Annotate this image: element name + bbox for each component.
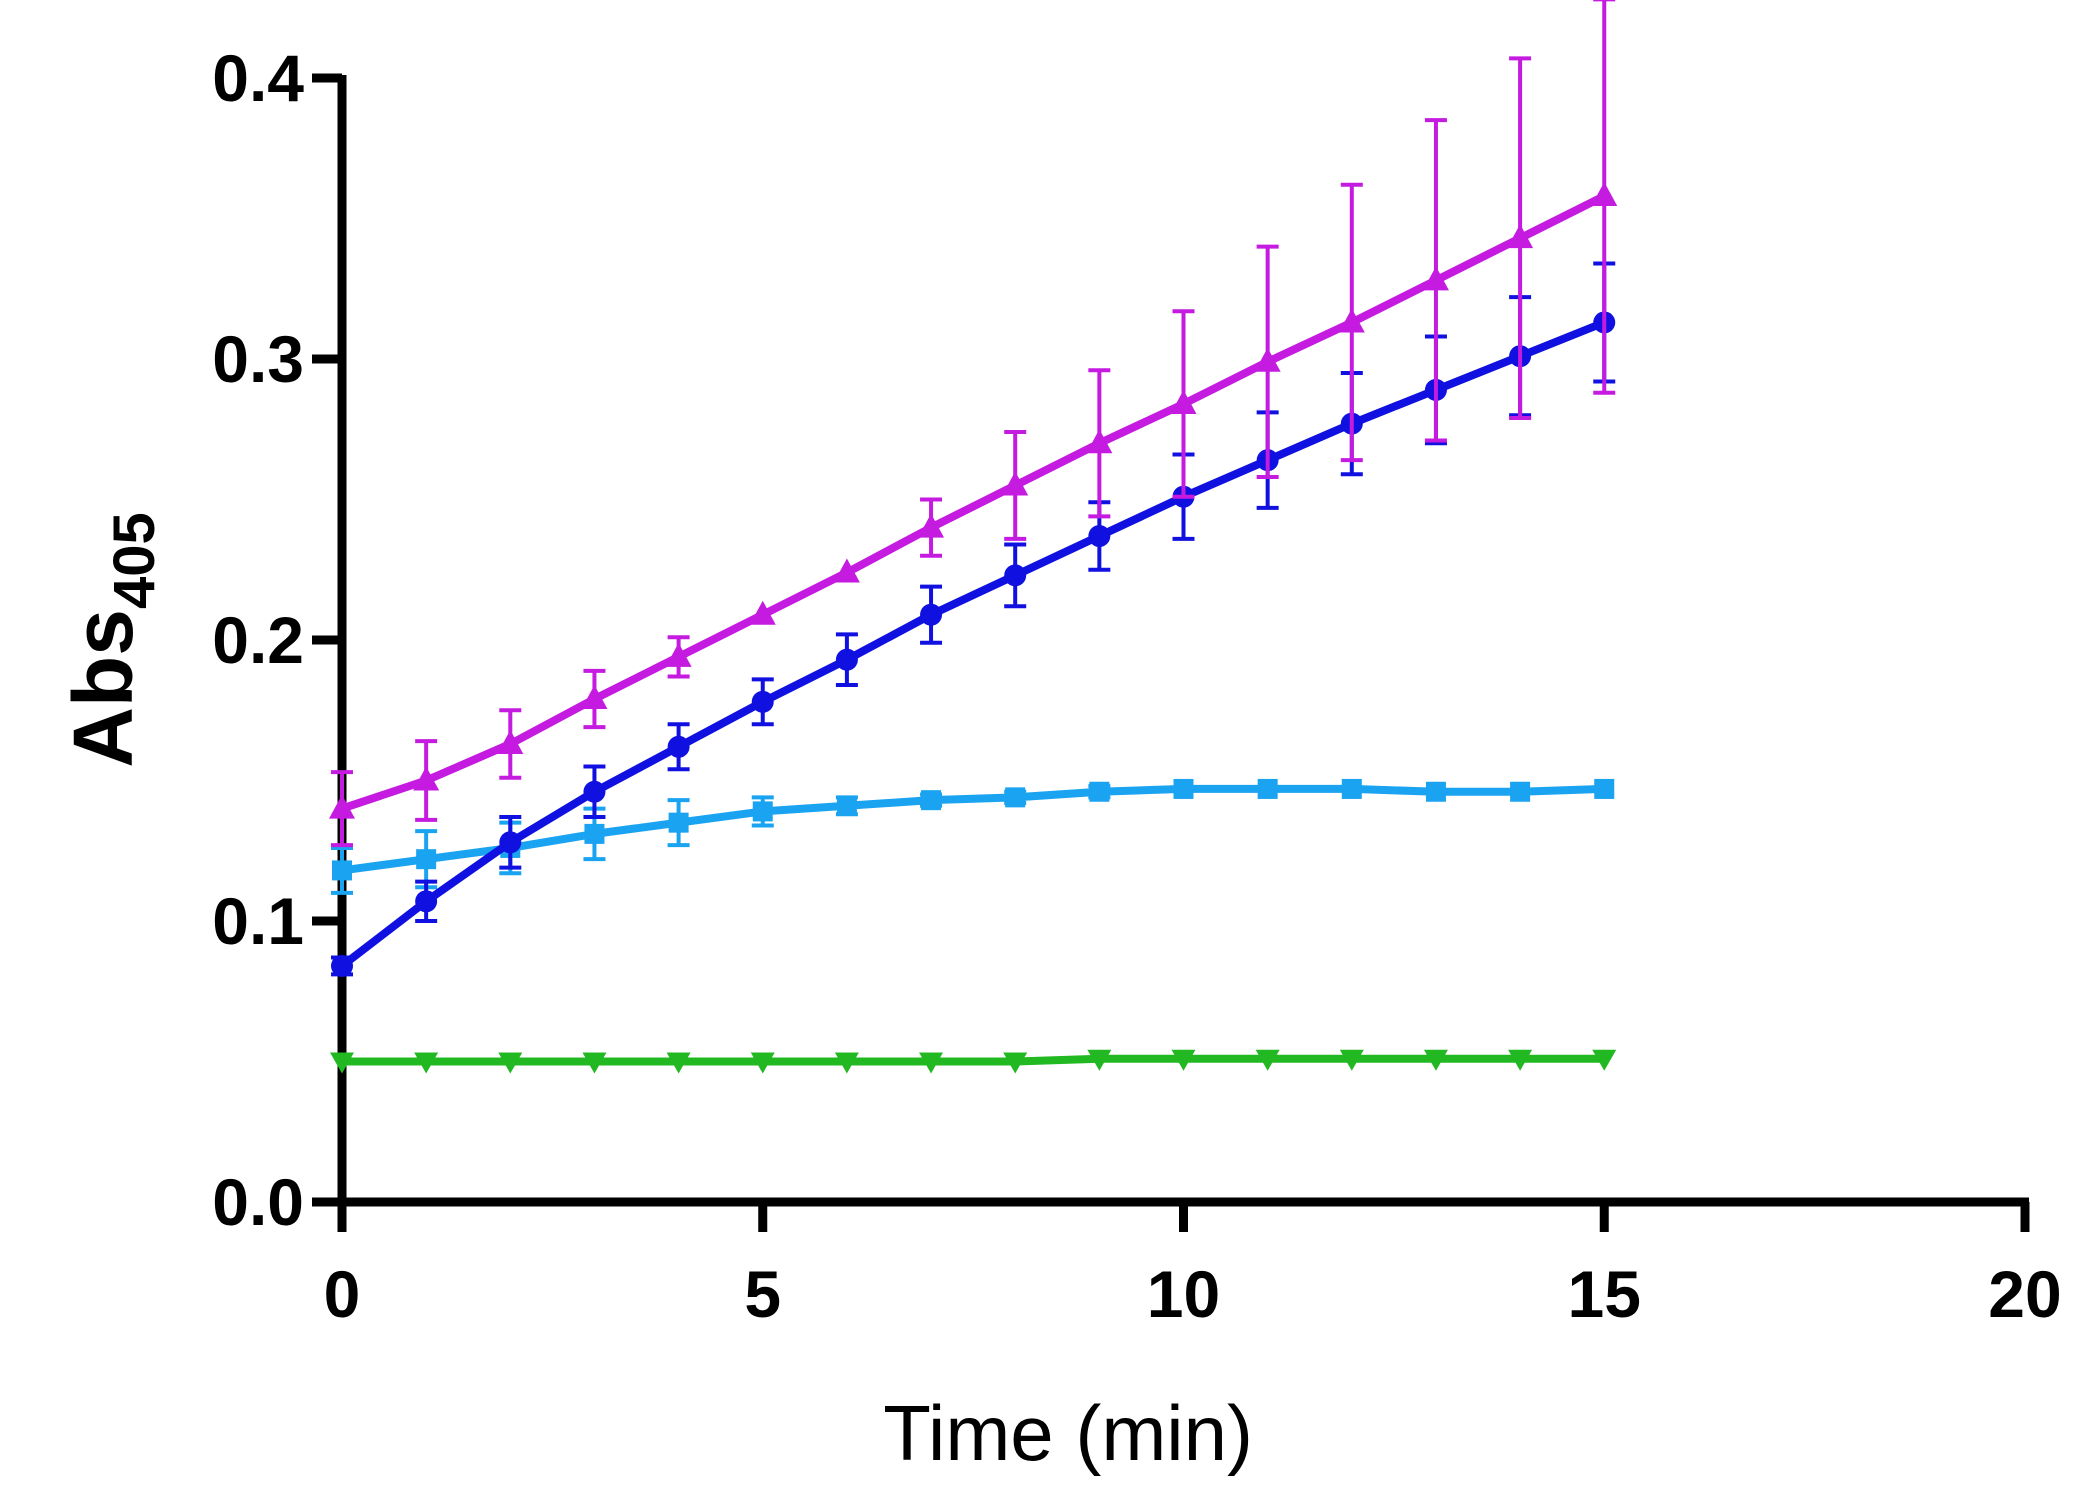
- y-axis-title: Abs405: [56, 512, 167, 767]
- series-line: [341, 784, 1605, 875]
- data-point: [1170, 389, 1197, 414]
- data-series: [329, 0, 1618, 1074]
- data-point: [582, 1052, 607, 1074]
- data-point: [921, 790, 942, 811]
- y-tick-label: 0.4: [212, 41, 304, 115]
- series-blue-circle: [331, 261, 1616, 977]
- data-point: [1341, 778, 1362, 799]
- series-line: [342, 1054, 1605, 1066]
- data-point: [834, 1052, 859, 1074]
- data-point: [833, 558, 860, 583]
- x-tick-label: 20: [1988, 1257, 2061, 1331]
- data-point: [1086, 429, 1113, 454]
- data-point: [751, 690, 774, 713]
- y-tick-label: 0.0: [212, 1165, 304, 1239]
- data-point: [666, 1052, 691, 1074]
- data-point: [331, 954, 353, 977]
- x-axis-title: Time (min): [883, 1389, 1253, 1477]
- data-point: [1002, 471, 1029, 496]
- data-point: [1257, 778, 1278, 799]
- data-point: [668, 812, 689, 833]
- series-line: [339, 318, 1606, 970]
- y-tick-label: 0.1: [212, 884, 304, 958]
- data-point: [919, 1052, 944, 1074]
- data-point: [1339, 1049, 1364, 1071]
- data-point: [920, 603, 943, 626]
- data-point: [1594, 778, 1615, 799]
- data-point: [836, 795, 857, 816]
- series-light-blue-square: [331, 778, 1615, 895]
- data-point: [416, 849, 437, 870]
- data-point: [750, 1052, 775, 1074]
- data-point: [581, 685, 608, 710]
- data-point: [749, 600, 776, 625]
- data-point: [329, 794, 355, 819]
- data-point: [835, 648, 858, 671]
- data-point: [499, 831, 522, 854]
- data-point: [330, 1052, 354, 1074]
- data-point: [498, 1052, 523, 1074]
- data-point: [1087, 1049, 1112, 1071]
- data-point: [583, 780, 606, 803]
- data-point: [1508, 1049, 1533, 1071]
- data-point: [1005, 787, 1026, 808]
- data-point: [332, 860, 352, 881]
- data-point: [584, 823, 605, 844]
- data-point: [1592, 1049, 1617, 1071]
- data-point: [752, 801, 773, 822]
- y-tick-label: 0.2: [212, 603, 304, 677]
- data-point: [1171, 1049, 1196, 1071]
- data-point: [1089, 781, 1110, 802]
- series-line: [340, 192, 1607, 813]
- data-point: [667, 735, 690, 758]
- data-point: [1507, 224, 1534, 249]
- data-point: [1173, 778, 1194, 799]
- data-point: [413, 766, 440, 791]
- x-tick-label: 15: [1568, 1257, 1641, 1331]
- x-tick-label: 10: [1147, 1257, 1220, 1331]
- tick-labels: 0 5 10 15 20 0.0 0.1 0.2 0.3 0.4: [212, 41, 2061, 1331]
- data-point: [1591, 182, 1618, 207]
- y-axis-title-main: Abs: [56, 609, 150, 768]
- data-point: [1338, 308, 1365, 333]
- x-tick-label: 0: [324, 1257, 361, 1331]
- data-point: [414, 1052, 439, 1074]
- data-point: [1003, 1052, 1028, 1074]
- data-point: [1510, 781, 1531, 802]
- data-point: [665, 642, 692, 667]
- series-green-triangle-down: [330, 1049, 1617, 1074]
- y-tick-label: 0.3: [212, 322, 304, 396]
- data-point: [918, 513, 945, 538]
- series-magenta-triangle: [329, 0, 1618, 848]
- data-point: [1423, 1049, 1448, 1071]
- data-point: [1088, 525, 1111, 548]
- data-point: [1254, 347, 1281, 372]
- data-point: [1425, 781, 1446, 802]
- data-point: [1422, 266, 1449, 291]
- y-axis-title-subscript: 405: [102, 512, 167, 609]
- data-point: [415, 890, 438, 913]
- data-point: [497, 729, 524, 754]
- x-tick-label: 5: [744, 1257, 781, 1331]
- tick-marks: [312, 73, 2030, 1232]
- data-point: [1255, 1049, 1280, 1071]
- data-point: [1004, 564, 1027, 587]
- axes: [337, 75, 2029, 1207]
